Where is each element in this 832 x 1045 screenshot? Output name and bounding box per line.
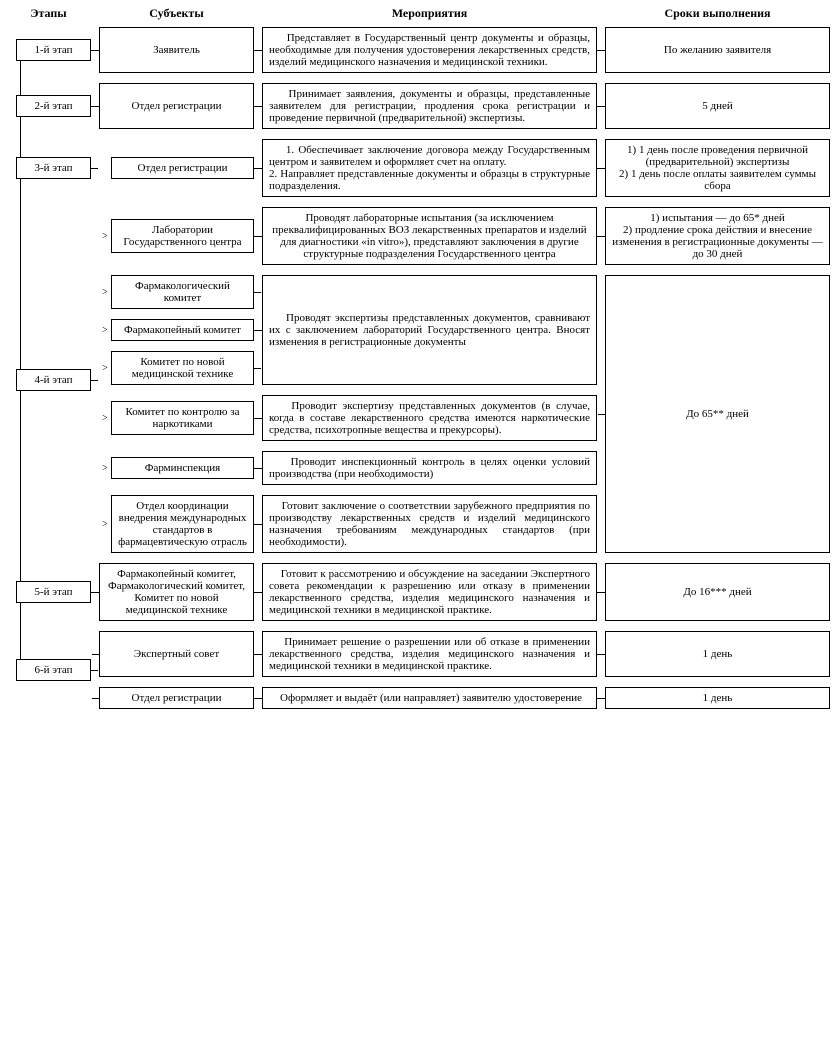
- header-subjects: Субъекты: [99, 6, 254, 21]
- subject-intl: Отдел координации внедрения международны…: [111, 495, 254, 553]
- subject-pharmacol: Фармакологический комитет: [111, 275, 254, 309]
- stage-cell: 1-й этап: [6, 27, 91, 73]
- subject-wrap: > Лаборатории Государственного центра: [99, 207, 254, 265]
- subject-labs: Лаборатории Государственного центра: [111, 219, 254, 253]
- subject-wrap: > Фармакопейный комитет: [99, 319, 254, 341]
- stage-4: 4-й этап: [16, 369, 91, 391]
- header-timing: Сроки выполнения: [605, 6, 830, 21]
- chevron-right-icon: >: [99, 325, 111, 336]
- subject-wrap: > Отдел координации внедрения международ…: [99, 495, 254, 553]
- timing-5: До 16*** дней: [605, 563, 830, 621]
- subject-narcotics: Комитет по контролю за наркотиками: [111, 401, 254, 435]
- stage-3: 3-й этап: [16, 157, 91, 179]
- stage-cell: 3-й этап: [6, 139, 91, 197]
- activity-1: Представляет в Государственный центр док…: [262, 27, 597, 73]
- subject-reg-dept: Отдел регистрации: [99, 83, 254, 129]
- timing-6b: 1 день: [605, 687, 830, 709]
- activity-2: Принимает заявления, документы и образцы…: [262, 83, 597, 129]
- subject-combo5: Фармакопейный комитет, Фармакологический…: [99, 563, 254, 621]
- activity-6b: Оформляет и выдаёт (или направляет) заяв…: [262, 687, 597, 709]
- activity-4b: Проводят экспертизы представленных докум…: [262, 275, 597, 385]
- header-stages: Этапы: [6, 6, 91, 21]
- subject-wrap: > Фармакологический комитет: [99, 275, 254, 309]
- activity-6a: Принимает решение о разрешении или об от…: [262, 631, 597, 677]
- chevron-right-icon: >: [99, 413, 111, 424]
- activity-4c: Проводит экспертизу представленных докум…: [262, 395, 597, 441]
- subject-reg-dept-6: Отдел регистрации: [99, 687, 254, 709]
- activity-4e: Готовит заключение о соответствии зарубе…: [262, 495, 597, 553]
- stage-cell: 4-й этап: [6, 207, 91, 553]
- activity-4a: Проводят лабораторные испытания (за искл…: [262, 207, 597, 265]
- subject-wrap: > Комитет по новой медицинской технике: [99, 351, 254, 385]
- activity-4d: Проводит инспекционный контроль в целях …: [262, 451, 597, 485]
- column-headers: Этапы Субъекты Мероприятия Сроки выполне…: [6, 6, 826, 21]
- subject-wrap: > Комитет по контролю за наркотиками: [99, 395, 254, 441]
- chevron-right-icon: >: [99, 287, 111, 298]
- header-activities: Мероприятия: [262, 6, 597, 21]
- timing-4a: 1) испытания — до 65* дней 2) продление …: [605, 207, 830, 265]
- chevron-right-icon: >: [99, 519, 111, 530]
- stage-cell: 6-й этап: [6, 631, 91, 709]
- timing-6a: 1 день: [605, 631, 830, 677]
- subject-applicant: Заявитель: [99, 27, 254, 73]
- subject-medtech: Комитет по новой медицинской технике: [111, 351, 254, 385]
- subject-reg-dept-3: Отдел регистрации: [111, 157, 254, 179]
- stage-cell: 2-й этап: [6, 83, 91, 129]
- timing-4b: До 65** дней: [605, 275, 830, 553]
- subject-wrap: Отдел регистрации: [99, 139, 254, 197]
- flowchart-grid: 1-й этап Заявитель Представляет в Госуда…: [6, 27, 826, 709]
- chevron-right-icon: >: [99, 363, 111, 374]
- timing-1: По желанию заявителя: [605, 27, 830, 73]
- stage-1: 1-й этап: [16, 39, 91, 61]
- subject-expert: Экспертный совет: [99, 631, 254, 677]
- stage-5: 5-й этап: [16, 581, 91, 603]
- subject-pharmacop: Фармакопейный комитет: [111, 319, 254, 341]
- activity-5: Готовит к рассмотрению и обсуждение на з…: [262, 563, 597, 621]
- subject-wrap: > Фарминспекция: [99, 451, 254, 485]
- activity-3: 1. Обеспечивает заключение договора межд…: [262, 139, 597, 197]
- stage-6: 6-й этап: [16, 659, 91, 681]
- timing-3: 1) 1 день после проведения первичной (пр…: [605, 139, 830, 197]
- chevron-right-icon: >: [99, 231, 111, 242]
- stage-2: 2-й этап: [16, 95, 91, 117]
- stage-cell: 5-й этап: [6, 563, 91, 621]
- chevron-right-icon: >: [99, 463, 111, 474]
- subject-pharmins: Фарминспекция: [111, 457, 254, 479]
- timing-2: 5 дней: [605, 83, 830, 129]
